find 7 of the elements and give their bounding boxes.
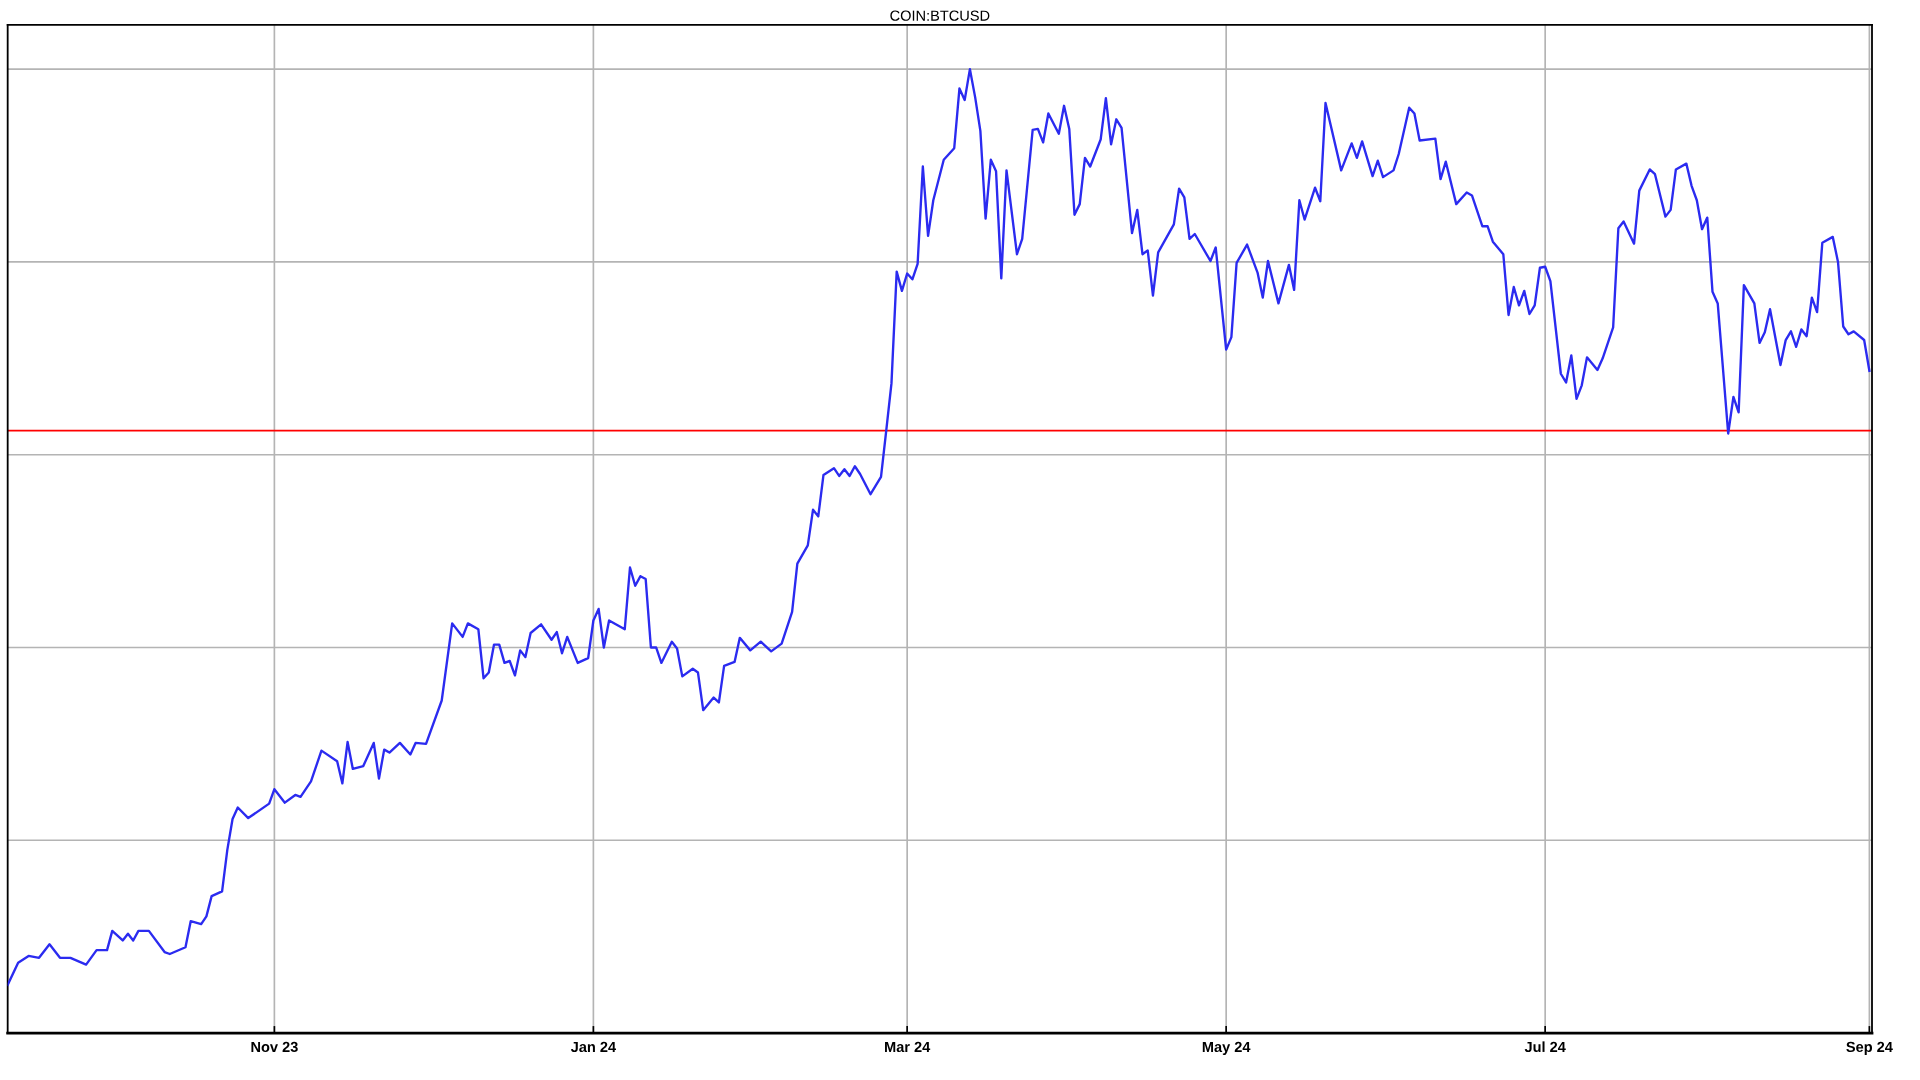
- chart-title: COIN:BTCUSD: [890, 10, 990, 21]
- x-tick-label: Jan 24: [570, 1041, 617, 1053]
- x-tick-label: Nov 23: [251, 1041, 298, 1053]
- x-tick-label: Sep 24: [1846, 1041, 1893, 1055]
- x-tick-label: May 24: [1202, 1041, 1251, 1055]
- x-tick-label: Mar 24: [885, 1041, 931, 1053]
- x-tick-label: Jul 24: [1524, 1041, 1566, 1053]
